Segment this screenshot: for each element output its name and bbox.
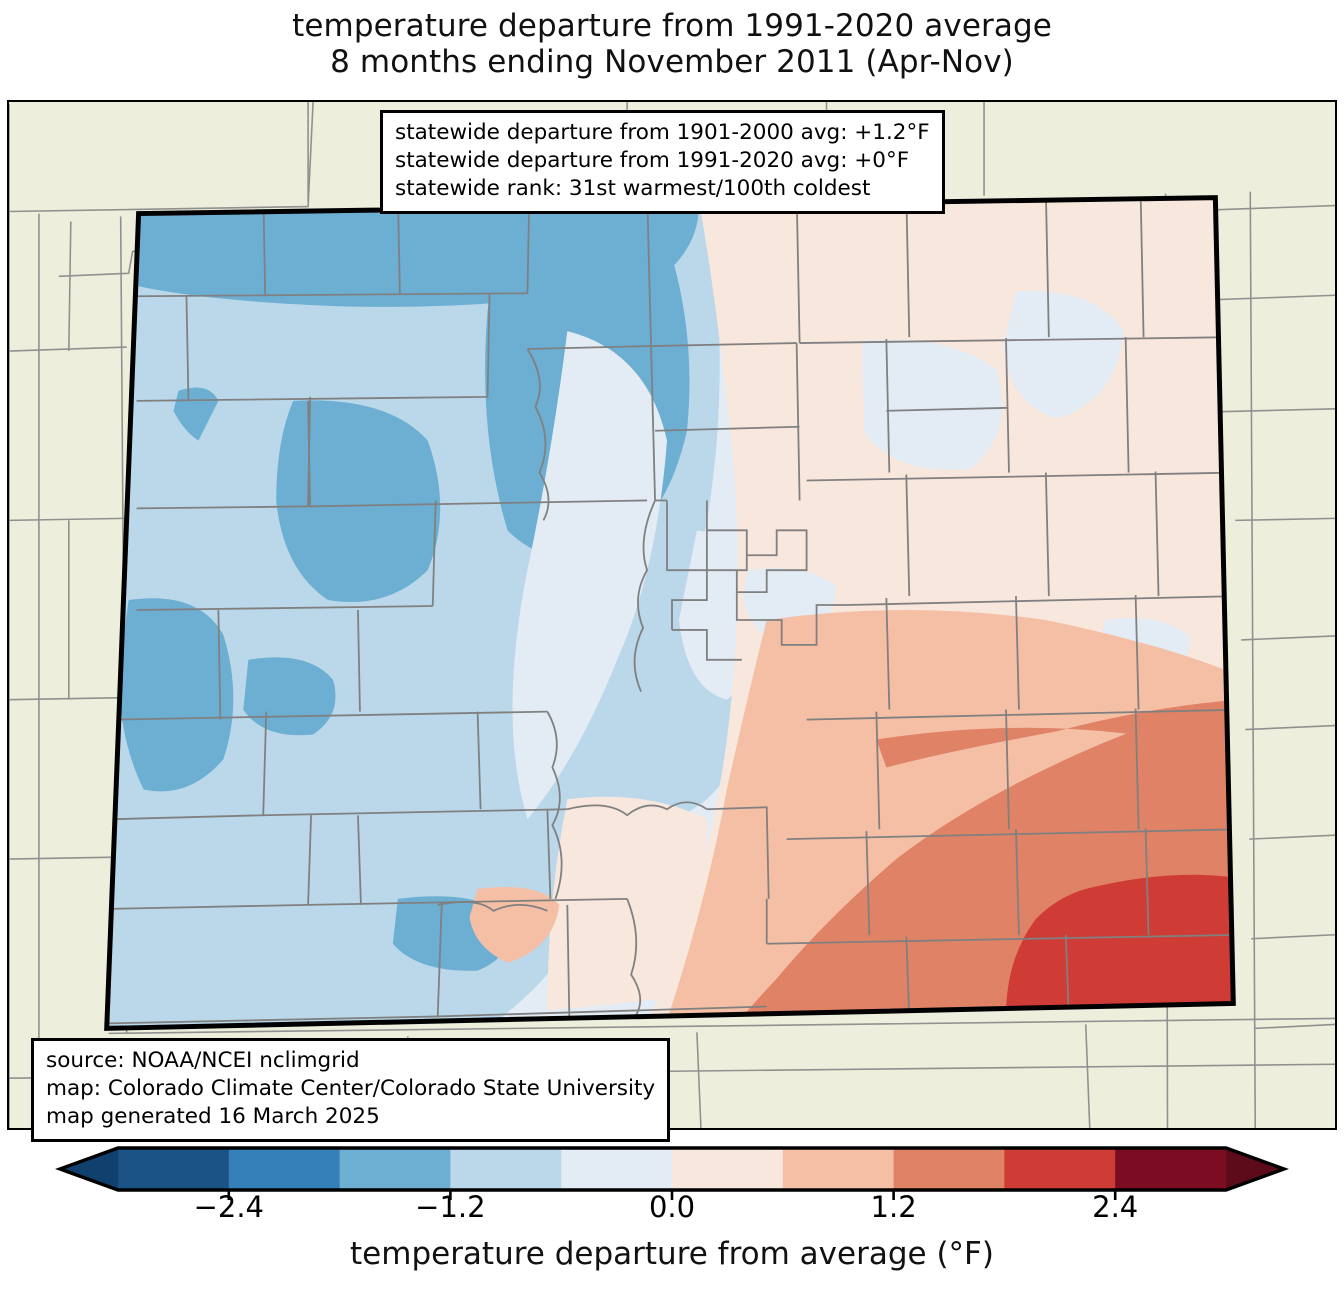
colorbar-segment [450, 1148, 562, 1190]
colorbar-tick-labels: −2.4 −1.2 0.0 1.2 2.4 [0, 1190, 1344, 1235]
colorbar-segment [339, 1148, 451, 1190]
colorbar-tick-label: −1.2 [415, 1190, 486, 1224]
colorbar-segment [672, 1148, 784, 1190]
source-line-data: source: NOAA/NCEI nclimgrid [46, 1048, 360, 1073]
colorbar-segment [1115, 1148, 1227, 1190]
colorbar-extend-high [1226, 1148, 1284, 1190]
colorbar-region: −2.4 −1.2 0.0 1.2 2.4 temperature departure … [0, 1140, 1344, 1300]
colorbar [55, 1146, 1289, 1200]
stats-line-1901-2000: statewide departure from 1901-2000 avg: … [395, 120, 930, 145]
colorbar-tick-label: 0.0 [648, 1190, 696, 1224]
colorbar-axis-label: temperature departure from average (°F) [350, 1236, 994, 1272]
colorbar-segment [118, 1148, 230, 1190]
band-medium-orange-se-upper [876, 699, 1234, 768]
neutral-pocket-ne [861, 339, 1003, 470]
band-medium-blue-west [118, 598, 234, 792]
stats-line-1991-2020: statewide departure from 1991-2020 avg: … [395, 147, 910, 173]
temperature-departure-field [106, 197, 1234, 1029]
colorbar-extend-low [60, 1148, 118, 1190]
colorbar-segment [782, 1148, 895, 1190]
title-line-1: temperature departure from 1991-2020 ave… [292, 8, 1052, 44]
colorbar-tick-label: 2.4 [1092, 1190, 1139, 1224]
colorbar-segment [1004, 1148, 1116, 1190]
source-line-generated: map generated 16 March 2025 [46, 1103, 380, 1129]
stats-line-rank: statewide rank: 31st warmest/100th colde… [395, 175, 871, 201]
page-title: temperature departure from 1991-2020 ave… [0, 8, 1344, 81]
source-line-map: map: Colorado Climate Center/Colorado St… [46, 1075, 656, 1101]
colorbar-segment [893, 1148, 1005, 1190]
colorbar-tick-label: 1.2 [870, 1190, 917, 1224]
colorbar-tick-label: −2.4 [193, 1190, 265, 1224]
neutral-pocket-ne2 [1003, 290, 1124, 419]
statewide-stats-box: statewide departure from 1901-2000 avg: … [380, 110, 945, 214]
band-faint-warm-south [547, 796, 707, 1011]
map-frame [7, 100, 1337, 1130]
colorbar-segment [228, 1148, 341, 1190]
source-credit-box: source: NOAA/NCEI nclimgrid map: Colorad… [31, 1038, 671, 1142]
band-deep-red-se-corner [1005, 874, 1234, 1017]
colorbar-segment [561, 1148, 673, 1190]
colorbar-outline [55, 1146, 1289, 1192]
colorado-county-lines [108, 197, 1234, 1025]
colorado-temperature-departure-map [9, 102, 1335, 1128]
colorbar-segments [60, 1148, 1284, 1190]
band-light-orange-sanluis [469, 886, 560, 963]
title-line-2: 8 months ending November 2011 (Apr-Nov) [330, 44, 1014, 81]
band-medium-blue-flattops [276, 400, 441, 603]
colorbar-ticks [227, 1190, 1117, 1200]
band-neutral-frontrange [512, 331, 668, 820]
